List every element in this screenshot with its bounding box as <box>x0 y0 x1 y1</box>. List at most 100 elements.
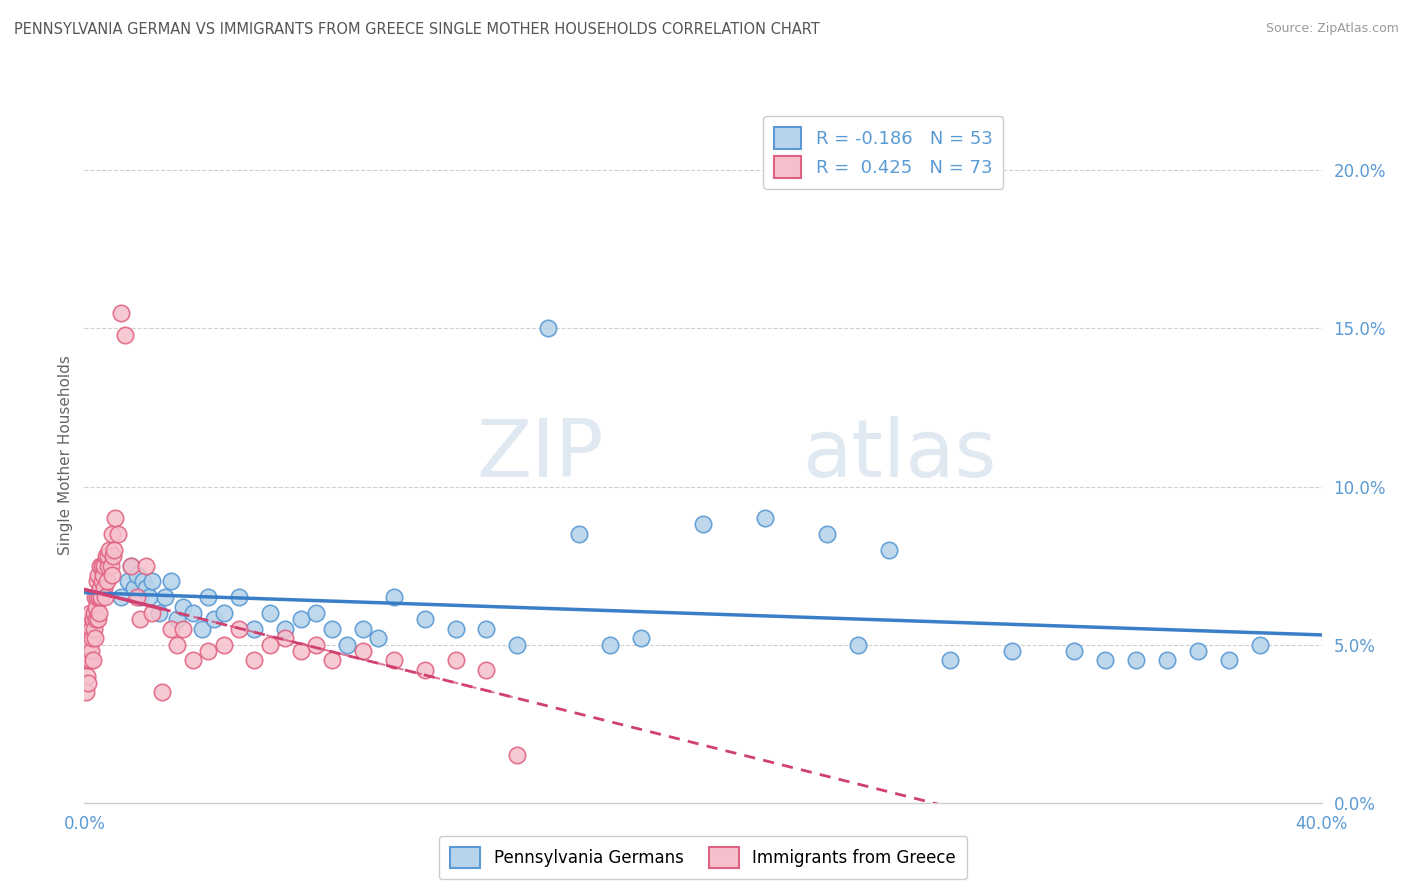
Point <box>91 574 114 589</box>
Point <box>367 632 389 646</box>
Point <box>91 568 114 582</box>
Point <box>305 606 328 620</box>
Point <box>96 558 118 573</box>
Point <box>122 581 145 595</box>
Point <box>125 568 148 582</box>
Point <box>84 599 107 614</box>
Point <box>93 558 115 573</box>
Point <box>80 644 103 658</box>
Point <box>290 644 312 658</box>
Point <box>150 685 173 699</box>
Point <box>75 685 97 699</box>
Point <box>475 663 498 677</box>
Point <box>1094 653 1116 667</box>
Point <box>692 517 714 532</box>
Point <box>506 638 529 652</box>
Point <box>202 612 225 626</box>
Point <box>82 632 104 646</box>
Point <box>212 638 235 652</box>
Point <box>444 622 467 636</box>
Point <box>120 558 142 573</box>
Text: PENNSYLVANIA GERMAN VS IMMIGRANTS FROM GREECE SINGLE MOTHER HOUSEHOLDS CORRELATI: PENNSYLVANIA GERMAN VS IMMIGRANTS FROM G… <box>14 22 820 37</box>
Text: ZIP: ZIP <box>477 416 605 494</box>
Point <box>815 527 838 541</box>
Point <box>77 638 100 652</box>
Point <box>630 632 652 646</box>
Point <box>90 591 112 605</box>
Point <box>506 748 529 763</box>
Point <box>181 653 204 667</box>
Point <box>87 606 110 620</box>
Point <box>82 612 104 626</box>
Point <box>104 511 127 525</box>
Point <box>91 558 114 573</box>
Point <box>1001 644 1024 658</box>
Point <box>243 622 266 636</box>
Point <box>1187 644 1209 658</box>
Point <box>93 581 115 595</box>
Point <box>110 591 132 605</box>
Point <box>76 669 98 683</box>
Point <box>97 549 120 563</box>
Point <box>86 591 108 605</box>
Point <box>89 558 111 573</box>
Point <box>86 574 108 589</box>
Point <box>1249 638 1271 652</box>
Point <box>166 612 188 626</box>
Point <box>77 653 100 667</box>
Point <box>141 574 163 589</box>
Point <box>1063 644 1085 658</box>
Point <box>110 305 132 319</box>
Point <box>321 622 343 636</box>
Point <box>103 542 125 557</box>
Point <box>129 612 152 626</box>
Point <box>89 591 111 605</box>
Point <box>939 653 962 667</box>
Point <box>100 568 122 582</box>
Point <box>599 638 621 652</box>
Point <box>89 581 111 595</box>
Point <box>114 327 136 342</box>
Point <box>160 622 183 636</box>
Point <box>87 568 110 582</box>
Point <box>160 574 183 589</box>
Point <box>79 653 101 667</box>
Point <box>82 653 104 667</box>
Point <box>475 622 498 636</box>
Point <box>259 606 281 620</box>
Point <box>413 612 436 626</box>
Point <box>141 606 163 620</box>
Point <box>197 644 219 658</box>
Point <box>846 638 869 652</box>
Point <box>352 644 374 658</box>
Point <box>98 542 121 557</box>
Point <box>153 591 176 605</box>
Point <box>1156 653 1178 667</box>
Point <box>382 653 405 667</box>
Point <box>166 638 188 652</box>
Legend: Pennsylvania Germans, Immigrants from Greece: Pennsylvania Germans, Immigrants from Gr… <box>439 836 967 880</box>
Text: Source: ZipAtlas.com: Source: ZipAtlas.com <box>1265 22 1399 36</box>
Point <box>290 612 312 626</box>
Point <box>135 558 157 573</box>
Point <box>86 612 108 626</box>
Point <box>129 591 152 605</box>
Point <box>172 599 194 614</box>
Point <box>444 653 467 667</box>
Legend: R = -0.186   N = 53, R =  0.425   N = 73: R = -0.186 N = 53, R = 0.425 N = 73 <box>763 116 1004 189</box>
Point <box>84 591 107 605</box>
Point <box>305 638 328 652</box>
Point <box>274 622 297 636</box>
Point <box>79 622 101 636</box>
Point <box>135 581 157 595</box>
Point <box>274 632 297 646</box>
Point <box>96 574 118 589</box>
Point <box>181 606 204 620</box>
Point <box>94 591 117 605</box>
Point <box>76 622 98 636</box>
Point <box>228 591 250 605</box>
Point <box>537 321 560 335</box>
Point <box>138 591 160 605</box>
Point <box>77 675 100 690</box>
Point <box>120 558 142 573</box>
